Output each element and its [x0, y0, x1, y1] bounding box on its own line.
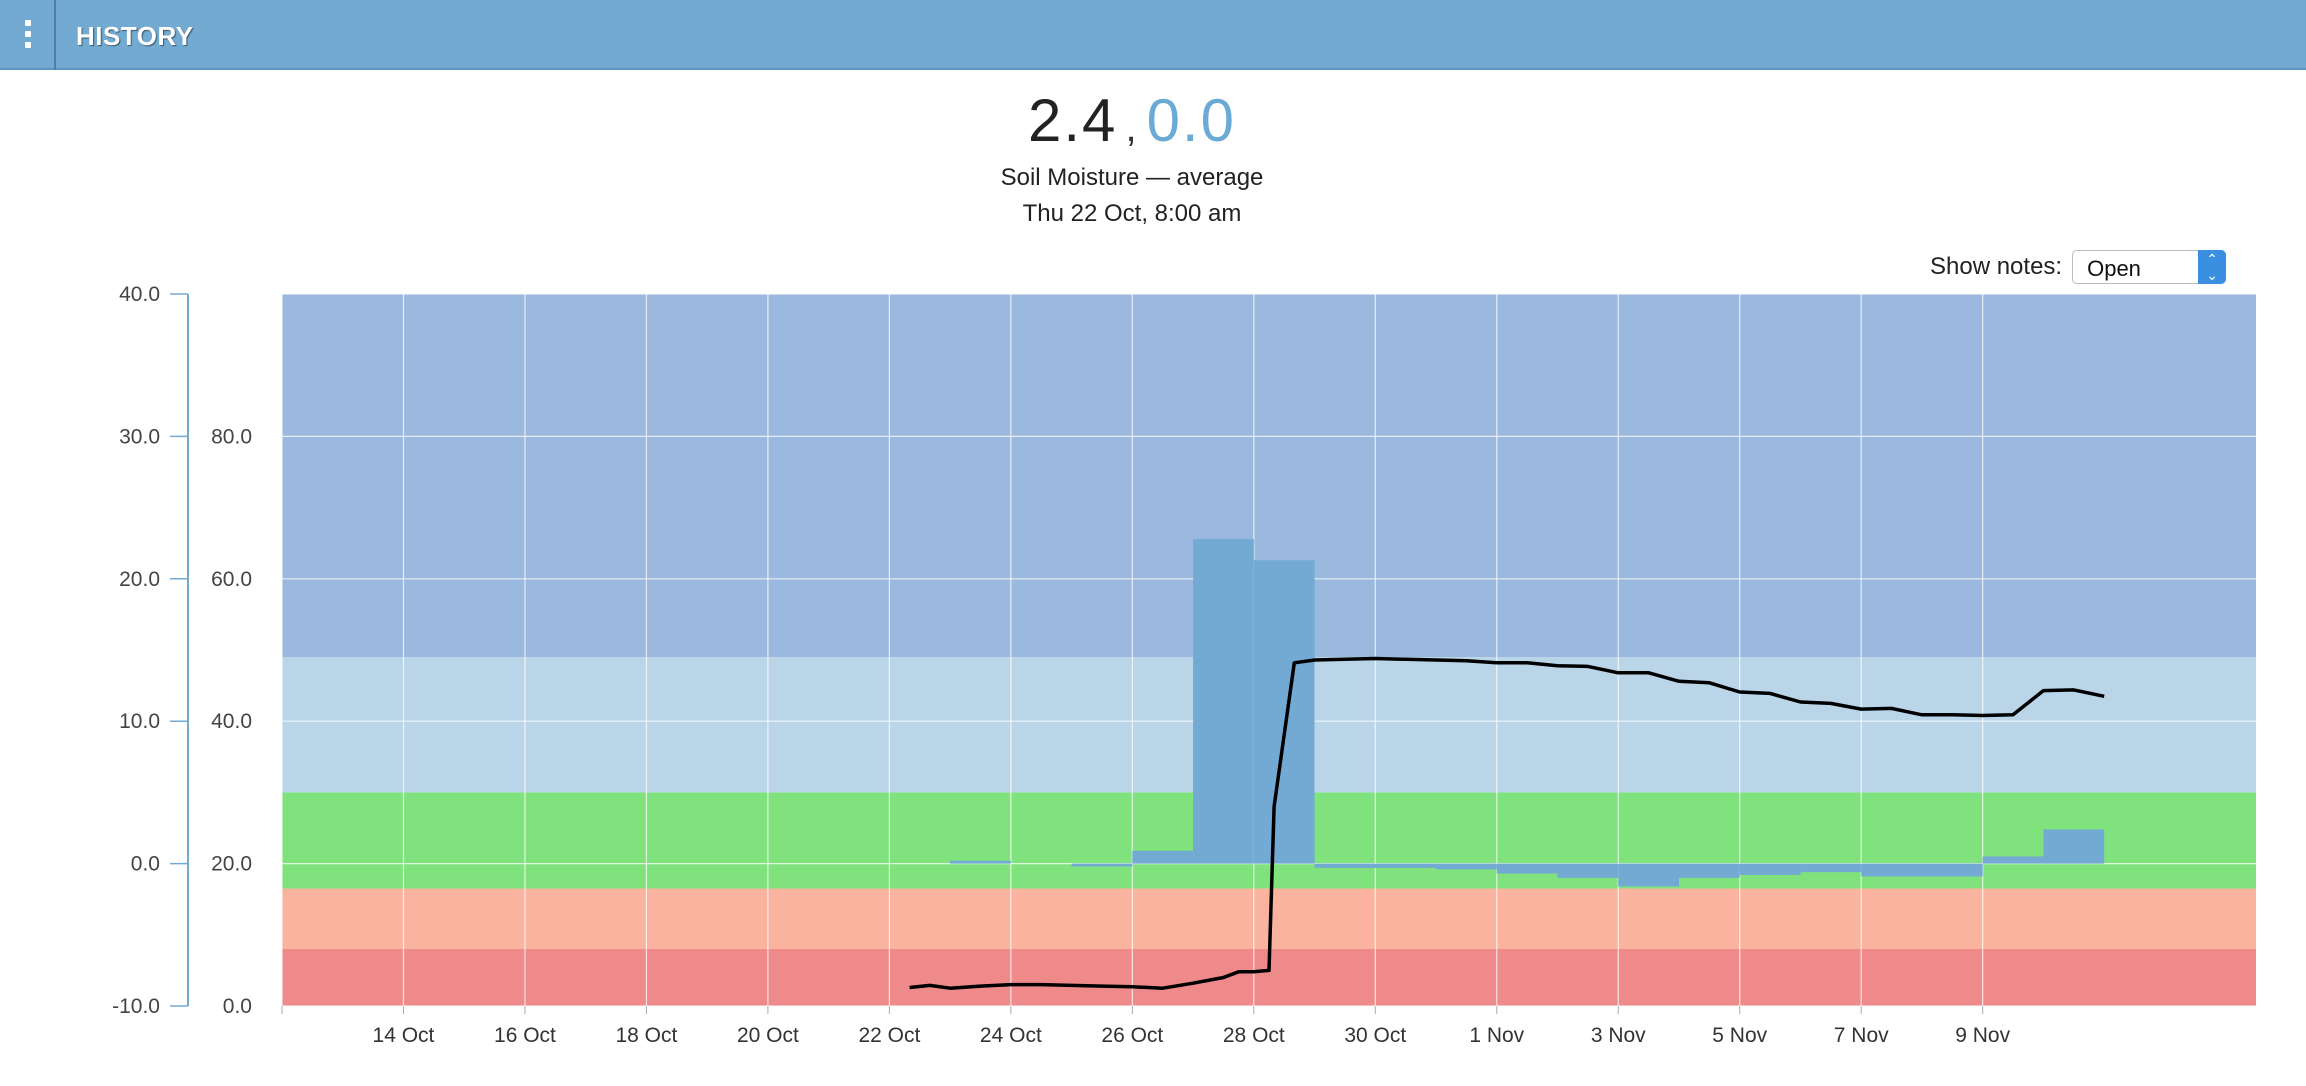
bar-15 — [2043, 829, 2105, 864]
bar-8 — [1557, 863, 1619, 878]
x-tick-label: 28 Oct — [1223, 1024, 1285, 1047]
left-axis-label: 0.0 — [131, 853, 160, 876]
bar-10 — [1678, 863, 1740, 878]
bar-7 — [1496, 863, 1558, 874]
x-tick-label: 30 Oct — [1344, 1024, 1406, 1047]
bar-4 — [1253, 560, 1315, 864]
bar-6 — [1436, 863, 1497, 870]
page-title: HISTORY — [76, 21, 194, 51]
show-notes-value: Open — [2087, 256, 2141, 281]
bar-9 — [1618, 863, 1679, 887]
bar-0 — [950, 860, 1011, 864]
right-axis-label: 0.0 — [223, 995, 252, 1018]
soil-moisture-line — [909, 656, 2105, 990]
primary-value: 2.4 — [1028, 87, 1118, 154]
x-tick-label: 24 Oct — [980, 1024, 1042, 1047]
x-tick-label: 9 Nov — [1955, 1024, 2010, 1047]
vertical-dots-icon[interactable] — [0, 0, 56, 70]
x-tick-label: 7 Nov — [1834, 1024, 1889, 1047]
show-notes-label: Show notes: — [1930, 253, 2063, 280]
x-tick-label: 3 Nov — [1591, 1024, 1646, 1047]
bar-14 — [1982, 856, 2044, 864]
value-separator: , — [1125, 106, 1139, 150]
x-tick-label: 5 Nov — [1712, 1024, 1767, 1047]
bar-2 — [1132, 850, 1194, 864]
right-axis-label: 80.0 — [211, 425, 252, 448]
x-tick-label: 26 Oct — [1101, 1024, 1163, 1047]
bar-5 — [1314, 863, 1437, 868]
x-tick-label: 16 Oct — [494, 1024, 556, 1047]
left-axis-label: 40.0 — [119, 283, 160, 306]
left-axis-label: 30.0 — [119, 425, 160, 448]
bar-11 — [1739, 863, 1801, 875]
right-axis-label: 40.0 — [211, 710, 252, 733]
left-axis-label: -10.0 — [112, 995, 160, 1018]
bar-1 — [1071, 863, 1133, 867]
notes-control: Show notes: Open ⌃ ⌄ — [1930, 248, 2227, 286]
bar-12 — [1800, 863, 1862, 873]
reading-timestamp: Thu 22 Oct, 8:00 am — [1022, 200, 1242, 227]
x-tick-label: 20 Oct — [737, 1024, 799, 1047]
secondary-value: 0.0 — [1146, 87, 1236, 154]
bar-13 — [1861, 863, 1983, 877]
x-tick-label: 14 Oct — [373, 1024, 435, 1047]
x-tick-label: 18 Oct — [615, 1024, 677, 1047]
current-value-readout: 2.4, 0.0 — [0, 86, 2264, 155]
right-axis-label: 60.0 — [211, 568, 252, 591]
sensor-label: Soil Moisture — average — [1000, 164, 1264, 191]
show-notes-select[interactable]: Open ⌃ ⌄ — [2072, 250, 2227, 284]
header-bar: HISTORY — [0, 0, 2306, 70]
select-arrows-icon: ⌃ ⌄ — [2198, 250, 2227, 284]
right-axis-label: 20.0 — [211, 853, 252, 876]
x-tick-label: 22 Oct — [858, 1024, 920, 1047]
x-tick-label: 1 Nov — [1469, 1024, 1524, 1047]
left-axis-label: 20.0 — [119, 568, 160, 591]
left-axis-label: 10.0 — [119, 710, 160, 733]
bar-3 — [1193, 538, 1254, 864]
